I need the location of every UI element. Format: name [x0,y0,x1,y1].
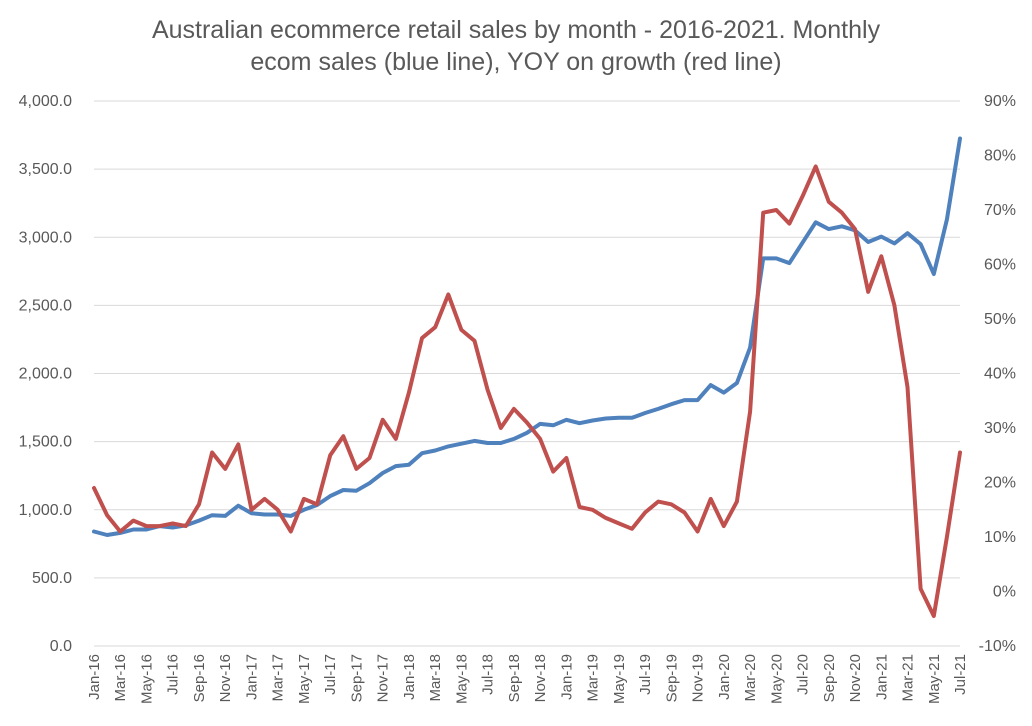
y-left-tick-label: 500.0 [32,570,72,587]
x-tick-label: May-18 [453,654,470,704]
y-right-tick-label: -10% [979,638,1016,655]
y-right-tick-label: 90% [984,93,1016,110]
y-left-tick-label: 3,500.0 [19,161,72,178]
x-tick-label: Nov-17 [375,654,392,702]
y-right-tick-label: 30% [984,420,1016,437]
x-tick-label: May-16 [138,654,155,704]
y-right-tick-label: 10% [984,529,1016,546]
x-tick-label: May-21 [926,654,943,704]
x-tick-label: Sep-16 [191,654,208,702]
x-tick-label: Jul-20 [795,654,812,695]
y-left-tick-label: 3,000.0 [19,229,72,246]
x-tick-label: Sep-17 [348,654,365,702]
y-right-tick-label: 60% [984,257,1016,274]
y-left-tick-label: 2,500.0 [19,297,72,314]
x-tick-label: Jul-19 [637,654,654,695]
x-tick-label: Nov-18 [532,654,549,702]
y-right-tick-label: 0% [993,584,1016,601]
x-tick-label: Jul-17 [322,654,339,695]
x-tick-label: May-19 [611,654,628,704]
x-tick-label: Mar-16 [112,654,129,702]
series-line-right-axis [92,164,962,618]
x-tick-label: Mar-18 [427,654,444,702]
x-tick-label: Jul-18 [480,654,497,695]
y-right-tick-label: 80% [984,148,1016,165]
chart-title: Australian ecommerce retail sales by mon… [0,14,1032,78]
x-tick-label: Nov-19 [690,654,707,702]
x-tick-label: Mar-20 [742,654,759,702]
y-right-tick-label: 20% [984,475,1016,492]
x-tick-label: Jan-19 [558,654,575,700]
x-tick-label: Jan-17 [243,654,260,700]
series-line-left-axis [92,136,962,537]
y-right-tick-label: 40% [984,366,1016,383]
y-left-tick-label: 0.0 [50,638,72,655]
series-lines [92,136,962,618]
x-tick-label: Mar-17 [270,654,287,702]
x-tick-label: Jan-18 [401,654,418,700]
x-tick-label: Sep-18 [506,654,523,702]
axes: 0.0 500.0 1,000.0 1,500.0 2,000.0 2,500.0 3,00… [19,93,1016,704]
x-tick-label: Nov-20 [847,654,864,702]
x-tick-label: Jan-16 [86,654,103,700]
y-left-tick-label: 1,000.0 [19,502,72,519]
y-left-tick-label: 1,500.0 [19,434,72,451]
x-tick-label: Nov-16 [217,654,234,702]
y-left-tick-label: 2,000.0 [19,366,72,383]
x-tick-label: May-17 [296,654,313,704]
chart-title-line-1: Australian ecommerce retail sales by mon… [151,16,881,44]
x-tick-label: May-20 [768,654,785,704]
chart-title-line-2: ecom sales (blue line), YOY on growth (r… [250,48,782,76]
x-tick-label: Jan-20 [716,654,733,700]
x-tick-label: Jul-21 [952,654,969,695]
x-tick-label: Sep-19 [663,654,680,702]
y-right-tick-label: 50% [984,311,1016,328]
x-tick-label: Jan-21 [873,654,890,700]
x-tick-label: Mar-19 [585,654,602,702]
y-left-tick-label: 4,000.0 [19,93,72,110]
y-right-tick-label: 70% [984,202,1016,219]
x-tick-label: Mar-21 [900,654,917,702]
x-tick-label: Sep-20 [821,654,838,702]
x-tick-label: Jul-16 [165,654,182,695]
gridlines [94,100,960,647]
